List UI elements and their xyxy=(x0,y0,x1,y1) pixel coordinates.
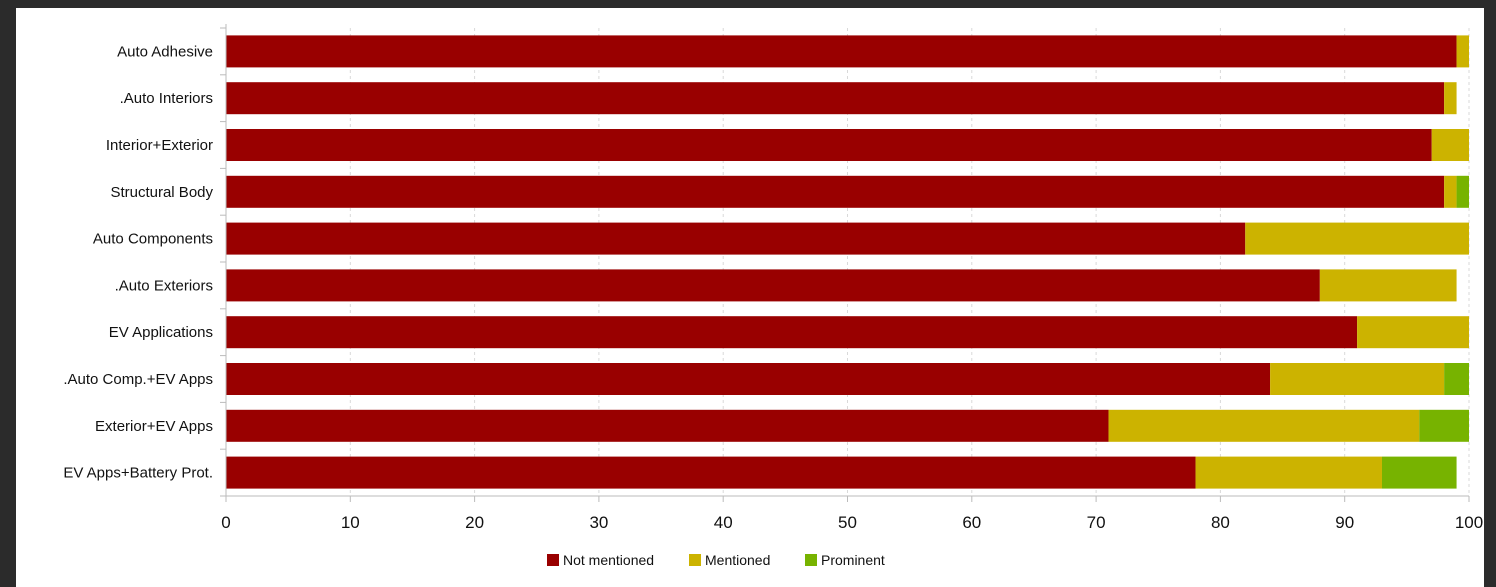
bar-segment-prominent xyxy=(1419,409,1469,442)
legend-swatch xyxy=(547,554,559,566)
x-tick-label: 20 xyxy=(465,513,484,532)
bar-segment-not-mentioned xyxy=(226,129,1432,161)
category-label: .Auto Comp.+EV Apps xyxy=(63,371,213,388)
bar-segment-mentioned xyxy=(1444,82,1457,115)
x-tick-label: 10 xyxy=(341,513,360,532)
legend-label: Not mentioned xyxy=(563,552,654,568)
bar-segment-not-mentioned xyxy=(226,175,1445,208)
category-label: Structural Body xyxy=(110,184,213,201)
x-tick-label: 0 xyxy=(221,513,230,532)
bar-segment-mentioned xyxy=(1431,129,1469,161)
x-tick-label: 70 xyxy=(1087,513,1106,532)
x-tick-label: 90 xyxy=(1335,513,1354,532)
legend-label: Mentioned xyxy=(705,552,770,568)
x-tick-label: 40 xyxy=(714,513,733,532)
bar-segment-prominent xyxy=(1456,175,1469,208)
category-labels: Auto Adhesive .Auto Interiors Interior+Ext… xyxy=(63,43,213,481)
bar-segment-not-mentioned xyxy=(226,409,1109,442)
category-label: Auto Components xyxy=(93,231,213,248)
x-tick-label: 50 xyxy=(838,513,857,532)
legend-label: Prominent xyxy=(821,552,885,568)
category-label: .Auto Exteriors xyxy=(115,277,213,294)
category-label: Auto Adhesive xyxy=(117,43,213,60)
stacked-bar-chart: Auto Adhesive .Auto Interiors Interior+Ext… xyxy=(63,24,1483,568)
bar-segment-mentioned xyxy=(1245,222,1469,255)
x-tick-labels: 0 10 20 30 40 50 60 70 80 90 100 xyxy=(221,513,1483,532)
legend: Not mentioned Mentioned Prominent xyxy=(547,552,885,568)
x-tick-label: 30 xyxy=(589,513,608,532)
bar-segment-not-mentioned xyxy=(226,35,1457,68)
x-tick-label: 60 xyxy=(962,513,981,532)
bar-segment-mentioned xyxy=(1456,35,1469,68)
chart-frame: Auto Adhesive .Auto Interiors Interior+Ext… xyxy=(16,8,1484,587)
x-tick-label: 80 xyxy=(1211,513,1230,532)
bar-segment-mentioned xyxy=(1357,316,1469,349)
category-label: .Auto Interiors xyxy=(120,90,213,107)
bars xyxy=(226,35,1469,489)
bar-segment-prominent xyxy=(1444,363,1469,395)
bar-segment-not-mentioned xyxy=(226,316,1358,349)
legend-swatch xyxy=(689,554,701,566)
category-label: Exterior+EV Apps xyxy=(95,418,213,435)
legend-swatch xyxy=(805,554,817,566)
bar-segment-prominent xyxy=(1381,456,1457,489)
bar-segment-mentioned xyxy=(1108,409,1420,442)
bar-segment-not-mentioned xyxy=(226,456,1196,489)
x-tick-label: 100 xyxy=(1455,513,1483,532)
bar-segment-mentioned xyxy=(1195,456,1382,489)
bar-segment-not-mentioned xyxy=(226,222,1246,255)
bar-segment-mentioned xyxy=(1319,269,1457,302)
bar-segment-mentioned xyxy=(1444,175,1457,208)
bar-segment-not-mentioned xyxy=(226,363,1271,395)
bar-segment-not-mentioned xyxy=(226,269,1320,302)
category-label: EV Apps+Battery Prot. xyxy=(63,465,213,482)
category-label: EV Applications xyxy=(109,324,213,341)
category-label: Interior+Exterior xyxy=(106,137,213,154)
bar-segment-mentioned xyxy=(1270,363,1445,395)
axes xyxy=(220,24,1470,502)
bar-segment-not-mentioned xyxy=(226,82,1445,115)
